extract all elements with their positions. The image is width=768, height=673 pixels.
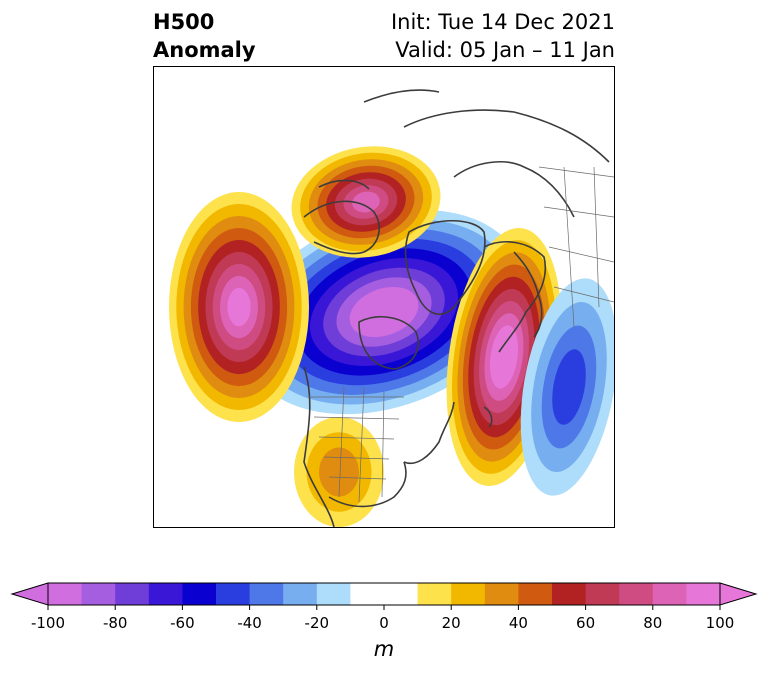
- anomaly-contour: [227, 287, 251, 327]
- colorbar-tick-label: 20: [441, 614, 461, 632]
- anomaly-center: [169, 192, 309, 422]
- colorbar-bin: [484, 583, 519, 605]
- colorbar-bin: [652, 583, 687, 605]
- title-right: Init: Tue 14 Dec 2021 Valid: 05 Jan – 11…: [391, 8, 615, 64]
- init-date: Init: Tue 14 Dec 2021: [390, 10, 615, 34]
- colorbar-tick-label: 0: [379, 614, 389, 632]
- colorbar-bin: [316, 583, 351, 605]
- title-field: Anomaly: [153, 38, 256, 62]
- colorbar-extend-high: [719, 582, 758, 606]
- anomaly-contour: [319, 447, 359, 497]
- colorbar-bin: [148, 583, 183, 605]
- colorbar-bin: [585, 583, 620, 605]
- political-borders: [309, 166, 614, 503]
- anomaly-center: [243, 209, 525, 415]
- valid-range: Valid: 05 Jan – 11 Jan: [395, 38, 615, 62]
- anomaly-contour: [362, 296, 406, 328]
- map-panel: [153, 66, 615, 528]
- colorbar-bin: [283, 583, 318, 605]
- title-left: H500 Anomaly: [153, 8, 256, 64]
- colorbar-bin: [182, 583, 217, 605]
- colorbar: [10, 582, 758, 610]
- coastlines: [303, 89, 610, 527]
- anomaly-map: [169, 89, 614, 527]
- colorbar-tick-label: -60: [170, 614, 195, 632]
- colorbar-bin: [619, 583, 654, 605]
- colorbar-bin: [216, 583, 251, 605]
- colorbar-bin: [518, 583, 553, 605]
- colorbar-bin: [417, 583, 452, 605]
- colorbar-bin: [552, 583, 587, 605]
- colorbar-bin: [686, 583, 721, 605]
- anomaly-contour: [352, 191, 380, 213]
- colorbar-tick-label: -40: [237, 614, 262, 632]
- anomaly-contour: [495, 337, 513, 377]
- anomaly-contours: [169, 146, 614, 527]
- colorbar-tick-label: 40: [508, 614, 528, 632]
- colorbar-tick-label: -20: [304, 614, 330, 632]
- colorbar-bin: [48, 583, 83, 605]
- title-variable: H500: [153, 10, 215, 34]
- colorbar-bin: [350, 583, 419, 605]
- colorbar-tick-label: -80: [102, 614, 128, 632]
- colorbar-bin: [249, 583, 284, 605]
- colorbar-bin: [115, 583, 150, 605]
- colorbar-tick-label: 80: [643, 614, 663, 632]
- colorbar-bin: [451, 583, 486, 605]
- colorbar-extend-low: [10, 582, 49, 606]
- colorbar-bin: [81, 583, 116, 605]
- colorbar-tick-label: -100: [30, 614, 66, 632]
- anomaly-contour: [552, 349, 586, 425]
- anomaly-center: [520, 278, 614, 496]
- colorbar-units: m: [373, 637, 395, 661]
- colorbar-tick-label: 60: [576, 614, 596, 632]
- colorbar-tick-label: 100: [705, 614, 735, 632]
